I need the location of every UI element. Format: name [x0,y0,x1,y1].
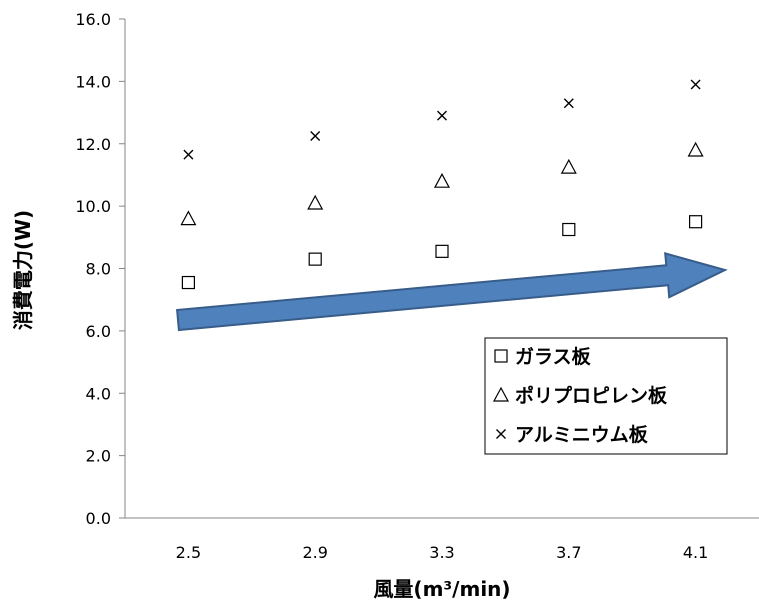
data-point-square [562,222,576,237]
y-tick-label: 16.0 [75,10,111,29]
data-point-triangle [560,158,577,174]
legend-label: ガラス板 [515,345,592,368]
y-tick-label: 10.0 [75,197,111,216]
data-point-cross [563,98,574,109]
data-point-square [308,252,322,266]
y-tick-label: 12.0 [75,135,111,154]
x-axis: 2.5 2.9 3.3 3.7 4.1 [125,517,759,562]
y-tick-label: 0.0 [86,509,111,528]
legend-marker-cross [496,429,506,439]
data-point-square [688,215,703,229]
legend-label: ポリプロピレン板 [515,384,668,407]
data-point-square [181,275,195,290]
data-point-cross [183,149,194,160]
legend-box [484,337,728,455]
y-tick-label: 14.0 [75,72,111,91]
data-point-triangle [687,141,704,157]
y-tick-label: 8.0 [86,260,111,279]
y-tick-label: 2.0 [86,447,111,466]
x-tick-label: 3.3 [429,543,454,562]
data-point-triangle [307,194,324,210]
data-point-cross [690,79,701,90]
y-axis-title: 消費電力(W) [11,210,35,330]
data-point-cross [437,110,447,121]
x-tick-label: 2.9 [302,543,327,562]
x-axis-title: 風量(m³/min) [373,577,510,601]
data-point-cross [310,130,321,141]
data-point-square [435,244,449,258]
trend-arrow-shape [176,252,728,332]
data-point-triangle [433,172,451,188]
x-tick-label: 3.7 [556,543,581,562]
legend-label: アルミニウム板 [515,423,649,446]
legend-marker-square [494,349,508,363]
y-axis: 0.0 2.0 4.0 6.0 8.0 10.0 12.0 14.0 16.0 [75,10,126,528]
trend-arrow [176,252,728,332]
legend-marker-triangle [492,386,510,402]
x-tick-label: 2.5 [176,543,201,562]
data-points [180,79,704,290]
y-tick-label: 6.0 [86,322,111,341]
data-point-triangle [180,210,197,226]
y-tick-label: 4.0 [86,384,111,403]
x-tick-label: 4.1 [683,543,708,562]
